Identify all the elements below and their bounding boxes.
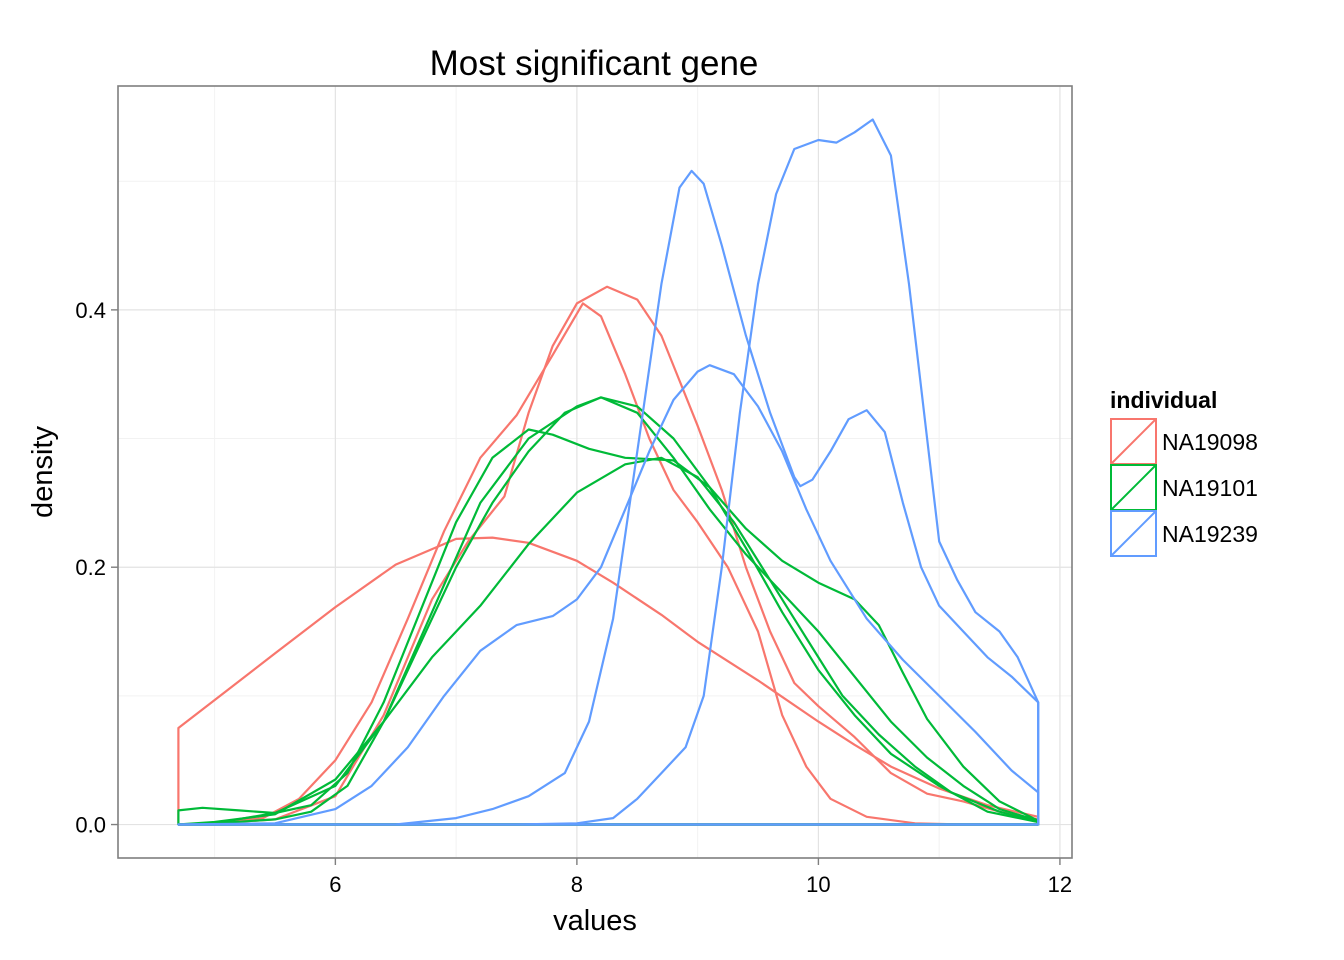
plot-panel [118,86,1072,858]
density-curve-na19098 [177,302,1040,826]
legend-title: individual [1110,387,1217,413]
axes: 6 8 10 12 0.0 0.2 0.4 [75,298,1072,897]
y-tick-label: 0.2 [75,555,106,580]
legend-label-na19239: NA19239 [1162,521,1258,547]
plot-border [117,85,1073,859]
x-axis-title: values [553,905,637,937]
legend-key-diagonal [1110,418,1157,465]
legend-key-na19098 [1110,418,1157,465]
legend-key-na19239 [1110,510,1157,557]
legend-key-diagonal [1110,510,1157,557]
legend-key-diagonal [1110,464,1157,511]
x-tick-label: 10 [806,872,830,897]
y-tick-label: 0.0 [75,813,106,838]
chart-title: Most significant gene [430,44,759,83]
y-axis-title: density [27,426,59,518]
density-curve-na19101 [177,428,1040,826]
legend-label-na19101: NA19101 [1162,475,1258,501]
density-curves [177,118,1040,826]
legend-label-na19098: NA19098 [1162,429,1258,455]
density-curve-na19098 [177,285,1040,826]
legend: individual NA19098 NA19101 NA19239 [1110,387,1258,557]
x-tick-label: 6 [329,872,341,897]
density-curve-na19239 [177,169,1040,826]
density-curve-na19101 [177,456,1040,826]
x-tick-label: 8 [571,872,583,897]
density-curve-na19239 [177,118,1040,826]
x-tick-label: 12 [1048,872,1072,897]
density-curve-na19239 [177,364,1040,826]
y-tick-label: 0.4 [75,298,106,323]
legend-key-na19101 [1110,464,1157,511]
density-curve-na19101 [177,396,1040,826]
